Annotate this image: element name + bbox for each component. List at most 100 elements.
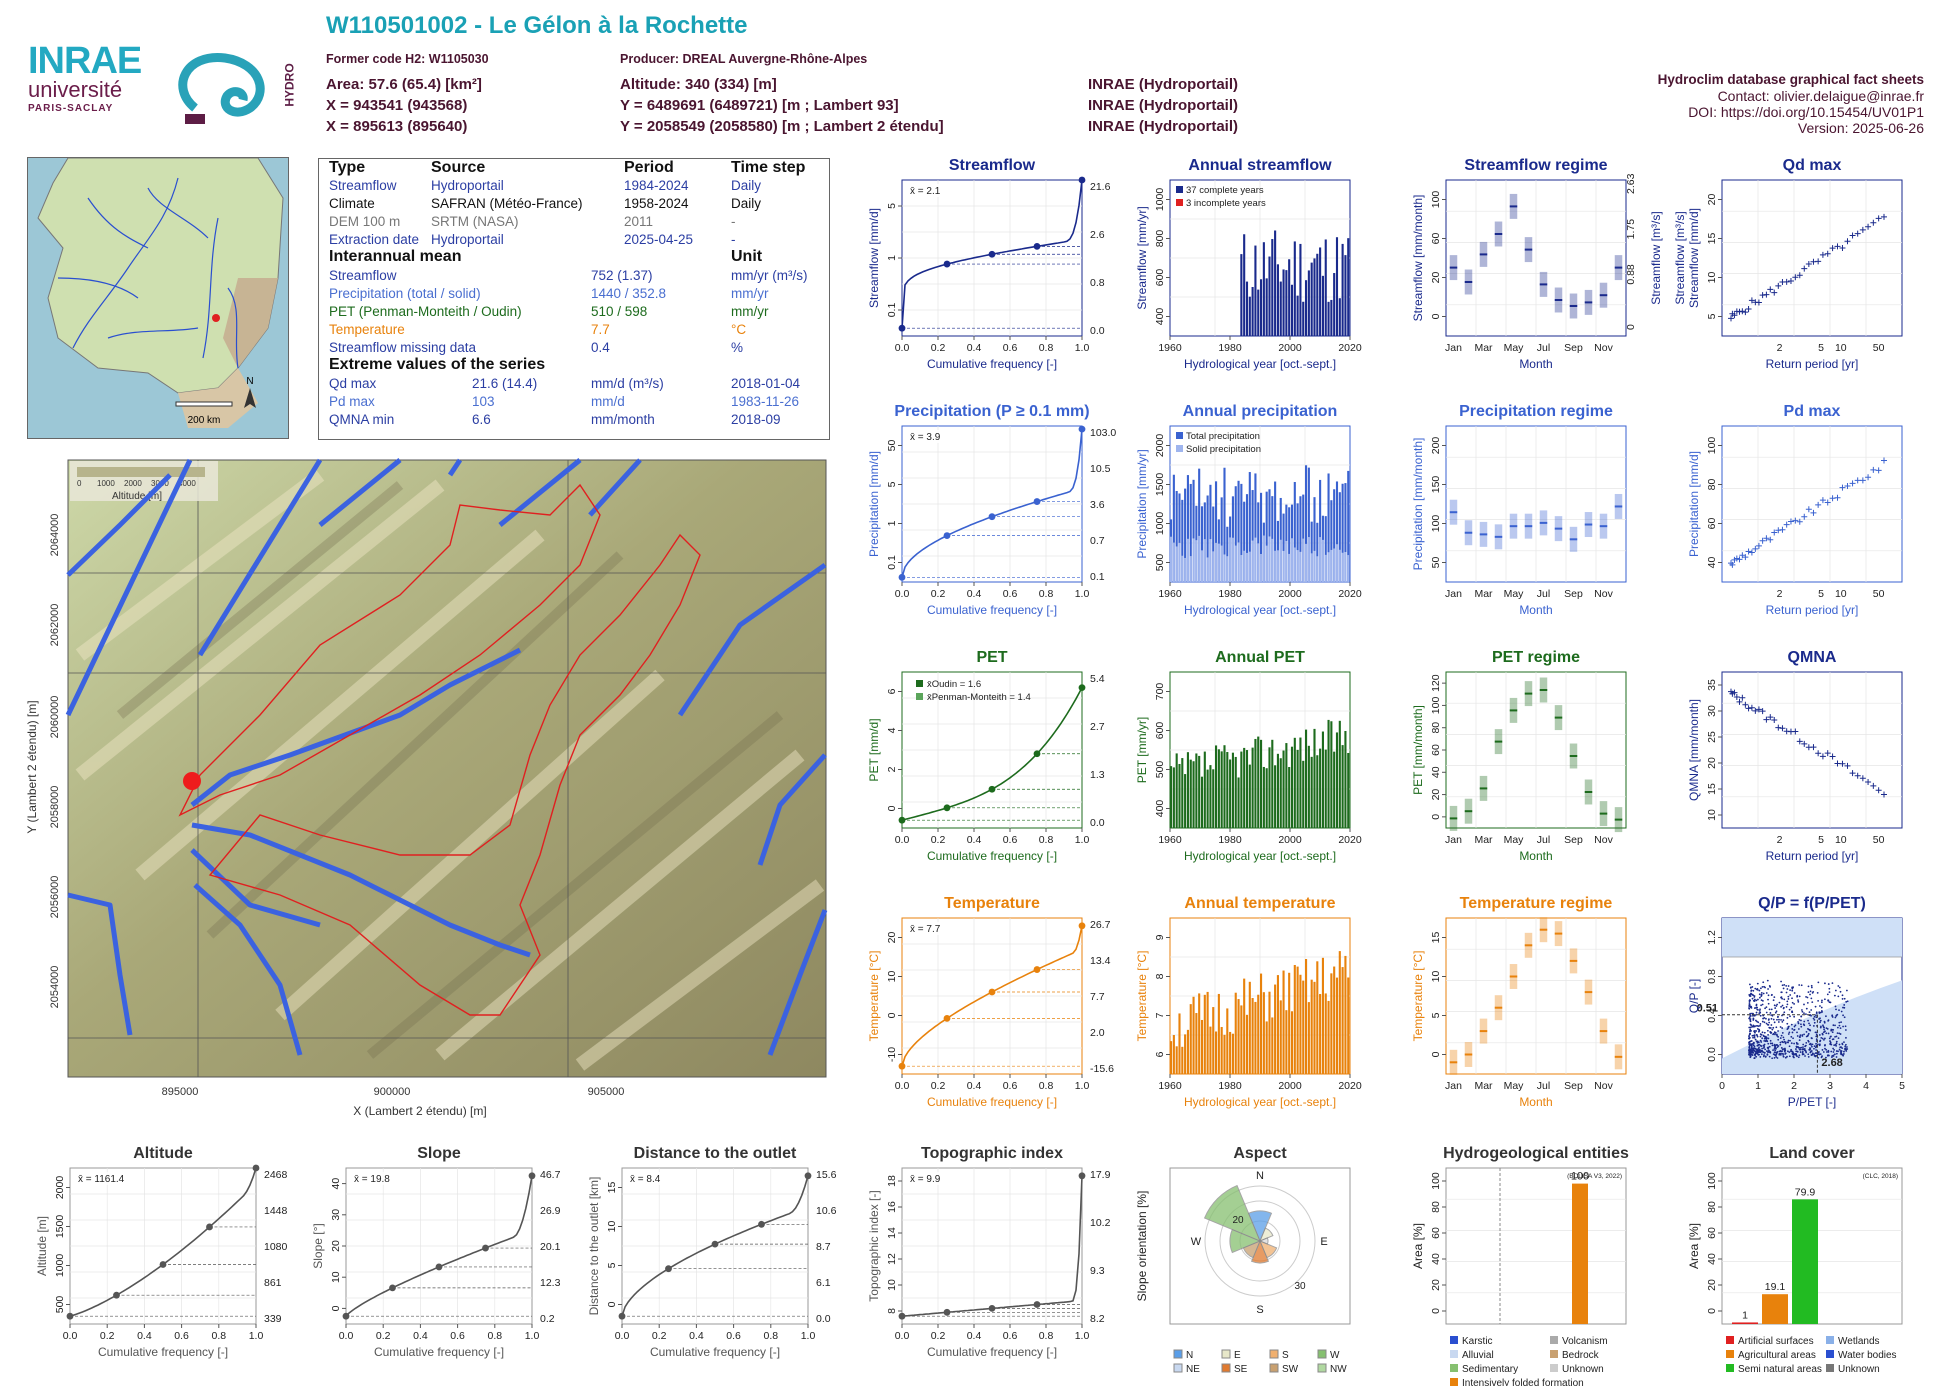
solid-precip-bar — [1305, 543, 1308, 582]
return-period-point — [1875, 215, 1882, 222]
tr-source: Hydroportail — [431, 232, 504, 247]
quantile-point — [1078, 425, 1086, 433]
qp-point — [1754, 1047, 1757, 1050]
qp-point — [1791, 1031, 1794, 1034]
qp-point — [1842, 1025, 1844, 1028]
y-tick-label: 0.0 — [1706, 1047, 1718, 1062]
return-period-point — [1745, 705, 1752, 712]
x-axis-label: Cumulative frequency [-] — [374, 1345, 504, 1359]
precipitation-title: Precipitation (P ≥ 0.1 mm) — [894, 403, 1089, 420]
y-tick-label: 500 — [1154, 554, 1166, 572]
annual-bar — [1327, 719, 1330, 828]
x-axis-label: Hydrological year [oct.-sept.] — [1184, 1095, 1336, 1109]
qp-point — [1824, 1047, 1826, 1050]
qp-point — [1805, 1051, 1808, 1054]
annual-bar — [1285, 743, 1288, 828]
qp-point — [1780, 1052, 1782, 1055]
qp-point — [1757, 1025, 1760, 1028]
annual-bar — [1172, 1035, 1175, 1074]
y-tick-label: 50 — [1430, 557, 1442, 569]
annual-bar — [1324, 239, 1327, 336]
legend-swatch — [1221, 1349, 1231, 1359]
qp-point — [1760, 991, 1763, 994]
qp-point — [1763, 1051, 1766, 1054]
return-period-point — [1859, 226, 1866, 233]
legend-tick: 0 — [77, 479, 82, 488]
x-tick-label: 5 — [1818, 342, 1824, 354]
qp-point — [1767, 994, 1770, 997]
qp-point — [1760, 1045, 1763, 1047]
qp-point — [1808, 1048, 1811, 1051]
x-tick-label: 2020 — [1338, 834, 1362, 846]
qp-point — [1804, 1049, 1807, 1052]
annual-bar — [1335, 732, 1339, 828]
solid-precip-bar — [1330, 549, 1333, 582]
annual-bar — [1307, 270, 1310, 336]
legend-label: NW — [1330, 1364, 1347, 1375]
annual-bar — [1299, 974, 1302, 1074]
solid-precip-bar — [1220, 545, 1223, 582]
return-period-point — [1752, 545, 1759, 552]
temperature_regime-chart: Temperature regime Jan Mar May Jul Sep Nov 0 5 10… — [1411, 895, 1627, 1109]
qp-point — [1821, 1055, 1823, 1058]
ia-value: 1440 / 352.8 — [591, 286, 667, 301]
x-tick-label: 1960 — [1158, 1080, 1182, 1092]
qp-point — [1801, 1052, 1804, 1054]
qp-point — [1814, 1055, 1817, 1058]
return-period-point — [1783, 521, 1790, 528]
qp-point — [1796, 1031, 1798, 1034]
qp-point — [1768, 1021, 1771, 1024]
qp-point — [1834, 1005, 1837, 1008]
annual-bar — [1223, 1034, 1226, 1074]
annual-bar — [1316, 253, 1319, 336]
qp-point — [1788, 1051, 1791, 1054]
solid-precip-bar — [1245, 552, 1249, 582]
distance-title: Distance to the outlet — [634, 1145, 797, 1162]
qp-point — [1803, 1020, 1806, 1023]
precipitation_regime-title: Precipitation regime — [1459, 403, 1613, 420]
annual-bar — [1178, 763, 1181, 828]
return-period-point — [1829, 753, 1836, 760]
map-y-label: Y (Lambert 2 étendu) [m] — [25, 700, 39, 833]
annual-bar — [1248, 981, 1251, 1074]
annual-bar — [1296, 966, 1299, 1074]
x-tick-label: 0.2 — [931, 1080, 946, 1092]
y-tick-label: 20 — [1430, 272, 1442, 284]
qp-point — [1764, 1048, 1767, 1051]
qp-point — [1842, 1006, 1844, 1009]
qp-point — [1792, 986, 1794, 989]
qp-point — [1835, 1050, 1838, 1052]
qp-point — [1770, 1014, 1772, 1016]
legend-label: N — [1186, 1350, 1193, 1361]
qp-point — [1767, 988, 1769, 990]
qp-point — [1833, 1053, 1836, 1056]
x-tick-label: 2020 — [1338, 588, 1362, 600]
qp-point — [1775, 1005, 1778, 1007]
y-tick-label: 0 — [330, 1305, 342, 1311]
solid-precip-bar — [1335, 544, 1339, 582]
qp-point — [1756, 1020, 1758, 1023]
solid-precip-bar — [1195, 540, 1198, 582]
annual-bar — [1245, 494, 1249, 582]
y-tick-label: 0 — [1430, 313, 1442, 319]
annual-bar — [1341, 243, 1344, 336]
x-tick-label: Mar — [1474, 1080, 1493, 1092]
x-tick-label: 0.4 — [967, 834, 982, 846]
solid-precip-bar — [1262, 535, 1265, 582]
x-tick-label: 0.2 — [931, 588, 946, 600]
qp-point — [1819, 1021, 1821, 1024]
streamflow_regime-title: Streamflow regime — [1464, 157, 1607, 174]
qp-point — [1782, 1019, 1785, 1022]
x-tick-label: 1980 — [1218, 342, 1242, 354]
legend-label: SW — [1282, 1364, 1299, 1375]
x-tick-label: 1960 — [1158, 834, 1182, 846]
y-tick-label: 0 — [1430, 1051, 1442, 1057]
annual-bar — [1175, 491, 1178, 582]
annual-bar — [1175, 1046, 1178, 1074]
x-tick-label: 5 — [1818, 588, 1824, 600]
pet-title: PET — [976, 649, 1007, 666]
qp-point — [1755, 1033, 1758, 1036]
x-tick-label: Jan — [1445, 1080, 1462, 1092]
y-tick-label: 1.2 — [1706, 930, 1718, 945]
topo-chart: Topographic index 0.0 0.2 0.4 0.6 0.8 1.0 8 10 12… — [867, 1145, 1111, 1359]
